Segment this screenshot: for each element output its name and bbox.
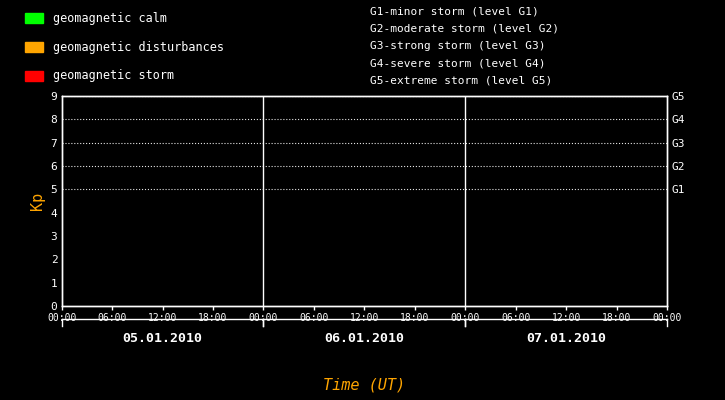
Bar (25, 13, 43, 23)
Text: G2-moderate storm (level G2): G2-moderate storm (level G2) (370, 24, 559, 34)
Text: 06.01.2010: 06.01.2010 (324, 332, 405, 345)
Text: geomagnetic storm: geomagnetic storm (53, 69, 174, 82)
Bar (25, 42, 43, 52)
Bar (25, 71, 43, 81)
Text: G1-minor storm (level G1): G1-minor storm (level G1) (370, 6, 539, 16)
Text: G5-extreme storm (level G5): G5-extreme storm (level G5) (370, 75, 552, 85)
Text: 05.01.2010: 05.01.2010 (123, 332, 202, 345)
Text: Time (UT): Time (UT) (323, 377, 405, 392)
Text: 07.01.2010: 07.01.2010 (526, 332, 606, 345)
Text: geomagnetic disturbances: geomagnetic disturbances (53, 40, 224, 54)
Text: G4-severe storm (level G4): G4-severe storm (level G4) (370, 58, 545, 68)
Text: G3-strong storm (level G3): G3-strong storm (level G3) (370, 41, 545, 51)
Text: geomagnetic calm: geomagnetic calm (53, 12, 167, 25)
Y-axis label: Kp: Kp (30, 192, 45, 210)
